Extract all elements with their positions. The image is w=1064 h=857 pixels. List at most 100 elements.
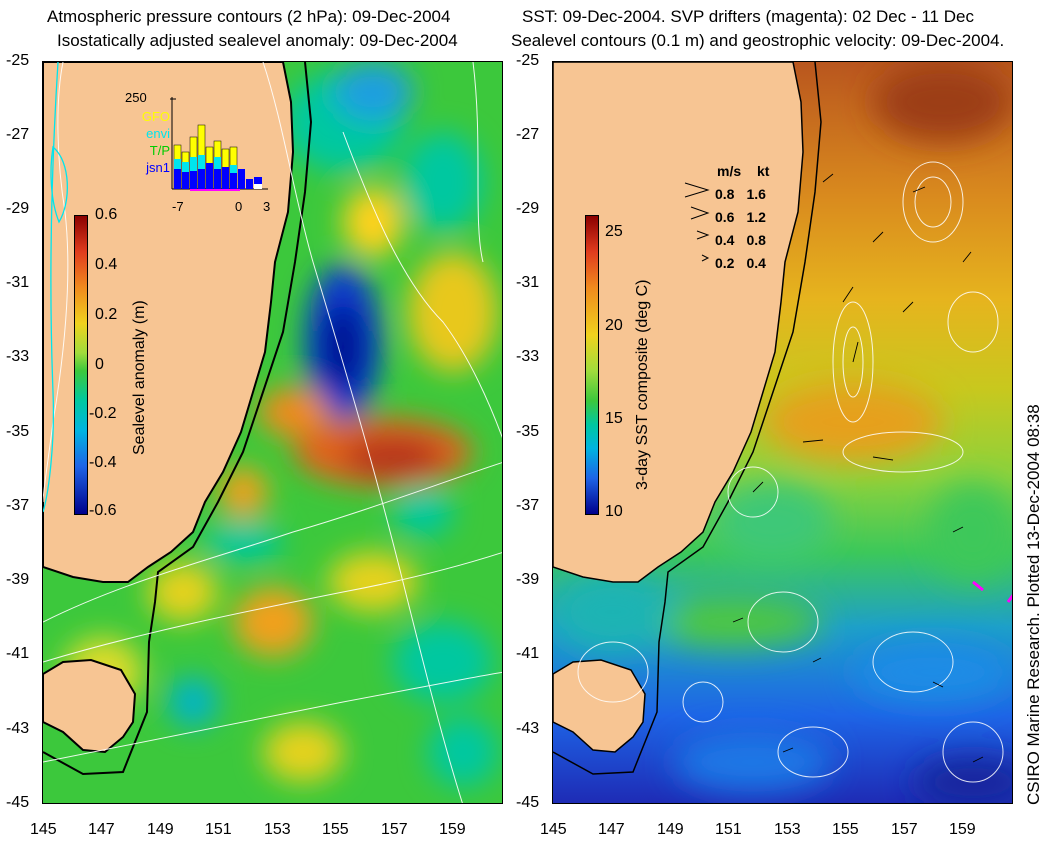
lon-tick: 145: [30, 821, 57, 838]
velocity-ms-value: 0.2: [715, 255, 735, 271]
sealevel-anomaly-map: [42, 61, 503, 804]
sealevel-colorbar-tick: 0.2: [95, 306, 118, 323]
lon-tick: 145: [540, 821, 567, 838]
sealevel-colorbar-tick: -0.6: [89, 502, 117, 519]
sealevel-contours: [577, 161, 1004, 783]
pressure-contours: [43, 62, 502, 803]
lon-tick: 151: [715, 821, 742, 838]
velocity-kt-value: 1.6: [746, 186, 766, 202]
lon-tick: 155: [832, 821, 859, 838]
lon-tick: 147: [598, 821, 625, 838]
inset-legend: GFO envi T/P jsn1: [122, 108, 170, 176]
sst-colorbar-label: 3-day SST composite (deg C): [634, 279, 651, 490]
right-title-line2: Sealevel contours (0.1 m) and geostrophi…: [511, 31, 1005, 50]
geostrophic-velocity-arrows: [732, 173, 984, 763]
cyan-contour-1: [50, 145, 68, 224]
velocity-kt-value: 0.8: [746, 232, 766, 248]
lat-tick: -25: [516, 52, 540, 69]
lon-tick: 157: [891, 821, 918, 838]
australia-mainland: [43, 62, 295, 583]
shelf-contour: [43, 62, 313, 776]
sst-colorbar: [585, 215, 599, 515]
lat-tick: -41: [516, 645, 540, 662]
velocity-legend-row: 0.2 0.4: [715, 252, 766, 275]
lat-tick: -31: [516, 274, 540, 291]
legend-envi: envi: [146, 126, 170, 141]
sst-map-svg: [553, 62, 1012, 803]
lat-tick: -37: [516, 497, 540, 514]
lat-tick: -29: [6, 200, 30, 217]
lat-tick: -37: [6, 497, 30, 514]
sealevel-colorbar-tick: -0.2: [89, 405, 117, 422]
velocity-ms-value: 0.4: [715, 232, 735, 248]
plot-credit: CSIRO Marine Research. Plotted 13-Dec-20…: [1024, 404, 1043, 805]
velocity-legend-row: 0.8 1.6: [715, 183, 766, 206]
lon-tick: 153: [774, 821, 801, 838]
sealevel-colorbar: [74, 215, 88, 515]
sst-colorbar-tick: 20: [605, 317, 623, 334]
lon-tick: 153: [264, 821, 291, 838]
velocity-legend-row: 0.4 0.8: [715, 229, 766, 252]
inset-histogram: [170, 97, 268, 191]
svp-drifter-track: [972, 580, 984, 592]
velocity-legend-arrows: [684, 182, 710, 262]
velocity-legend-rows: 0.8 1.6 0.6 1.2 0.4 0.8 0.2 0.4: [715, 183, 766, 275]
lat-tick: -45: [6, 794, 30, 811]
sealevel-colorbar-tick: 0: [95, 356, 104, 373]
sst-colorbar-tick: 10: [605, 503, 623, 520]
lon-tick: 159: [949, 821, 976, 838]
sst-colorbar-tick: 25: [605, 223, 623, 240]
lon-tick: 159: [439, 821, 466, 838]
velocity-kt-value: 1.2: [746, 209, 766, 225]
velocity-legend-kt-header: kt: [757, 163, 770, 179]
cyan-contour-2: [43, 62, 59, 513]
lat-tick: -27: [516, 126, 540, 143]
sst-map: [552, 61, 1013, 804]
inset-ymax-label: 250: [125, 90, 147, 105]
lon-tick: 155: [322, 821, 349, 838]
lat-tick: -41: [6, 645, 30, 662]
sst-colorbar-tick: 15: [605, 410, 623, 427]
lat-tick: -27: [6, 126, 30, 143]
shelf-contour: [553, 62, 822, 775]
inset-xtick: 0: [235, 199, 243, 214]
lat-tick: -35: [516, 423, 540, 440]
velocity-legend-header: m/s kt: [717, 163, 769, 179]
sealevel-colorbar-label: Sealevel anomaly (m): [131, 300, 148, 455]
lon-tick: 147: [88, 821, 115, 838]
lat-tick: -29: [516, 200, 540, 217]
velocity-kt-value: 0.4: [746, 255, 766, 271]
lat-tick: -31: [6, 274, 30, 291]
legend-jsn1: jsn1: [146, 160, 170, 175]
lat-tick: -43: [516, 720, 540, 737]
left-title-line1: Atmospheric pressure contours (2 hPa): 0…: [47, 7, 451, 26]
lat-tick: -35: [6, 423, 30, 440]
lat-tick: -25: [6, 52, 30, 69]
lat-tick: -39: [516, 571, 540, 588]
legend-tp: T/P: [149, 143, 170, 158]
lat-tick: -33: [516, 348, 540, 365]
tasmania: [553, 659, 646, 753]
lat-tick: -45: [516, 794, 540, 811]
lon-tick: 149: [147, 821, 174, 838]
velocity-legend-ms-header: m/s: [717, 163, 742, 179]
velocity-ms-value: 0.8: [715, 186, 735, 202]
svp-drifter-track: [1006, 594, 1012, 603]
lon-tick: 151: [205, 821, 232, 838]
right-title-line1: SST: 09-Dec-2004. SVP drifters (magenta)…: [522, 7, 974, 26]
inset-xtick: 3: [263, 199, 271, 214]
lon-tick: 149: [657, 821, 684, 838]
histogram-bars: [173, 124, 262, 190]
tasmania: [43, 658, 137, 754]
lat-tick: -33: [6, 348, 30, 365]
legend-gfo: GFO: [141, 109, 170, 124]
australia-mainland: [553, 62, 804, 583]
sealevel-anomaly-map-svg: [43, 62, 502, 803]
lon-tick: 157: [381, 821, 408, 838]
sealevel-colorbar-tick: 0.6: [95, 206, 118, 223]
velocity-ms-value: 0.6: [715, 209, 735, 225]
left-title-line2: Isostatically adjusted sealevel anomaly:…: [57, 31, 458, 50]
sealevel-colorbar-tick: -0.4: [89, 454, 117, 471]
lat-tick: -43: [6, 720, 30, 737]
velocity-legend-row: 0.6 1.2: [715, 206, 766, 229]
